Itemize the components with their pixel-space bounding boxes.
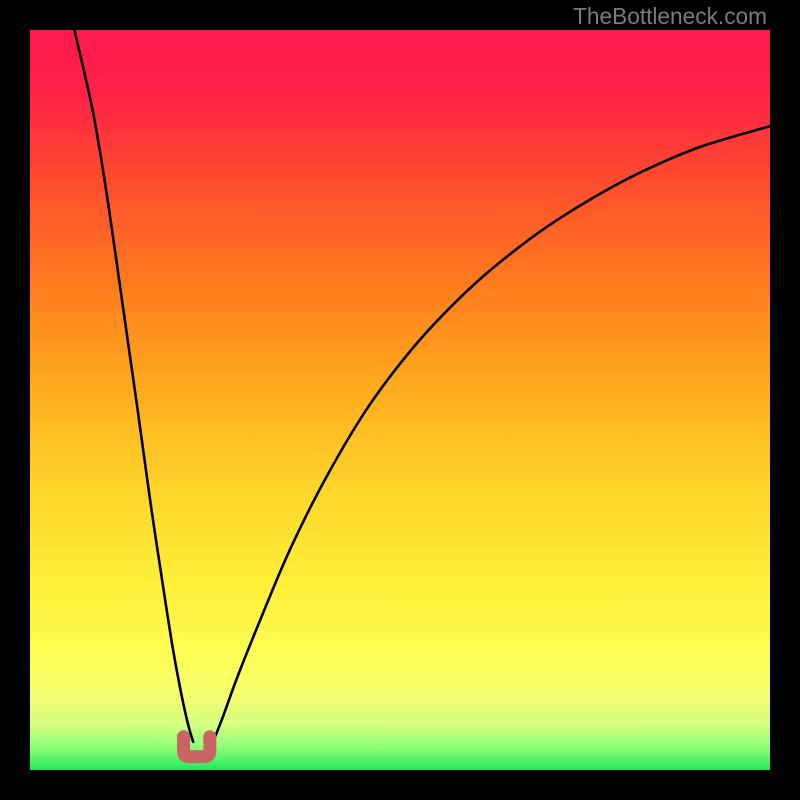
curve-right-branch xyxy=(213,126,770,742)
bottleneck-curves xyxy=(30,30,770,770)
plot-area xyxy=(30,30,770,770)
watermark-text: TheBottleneck.com xyxy=(573,3,767,30)
minimum-marker xyxy=(184,737,210,757)
curve-left-branch xyxy=(74,30,193,742)
outer-frame: TheBottleneck.com xyxy=(0,0,800,800)
